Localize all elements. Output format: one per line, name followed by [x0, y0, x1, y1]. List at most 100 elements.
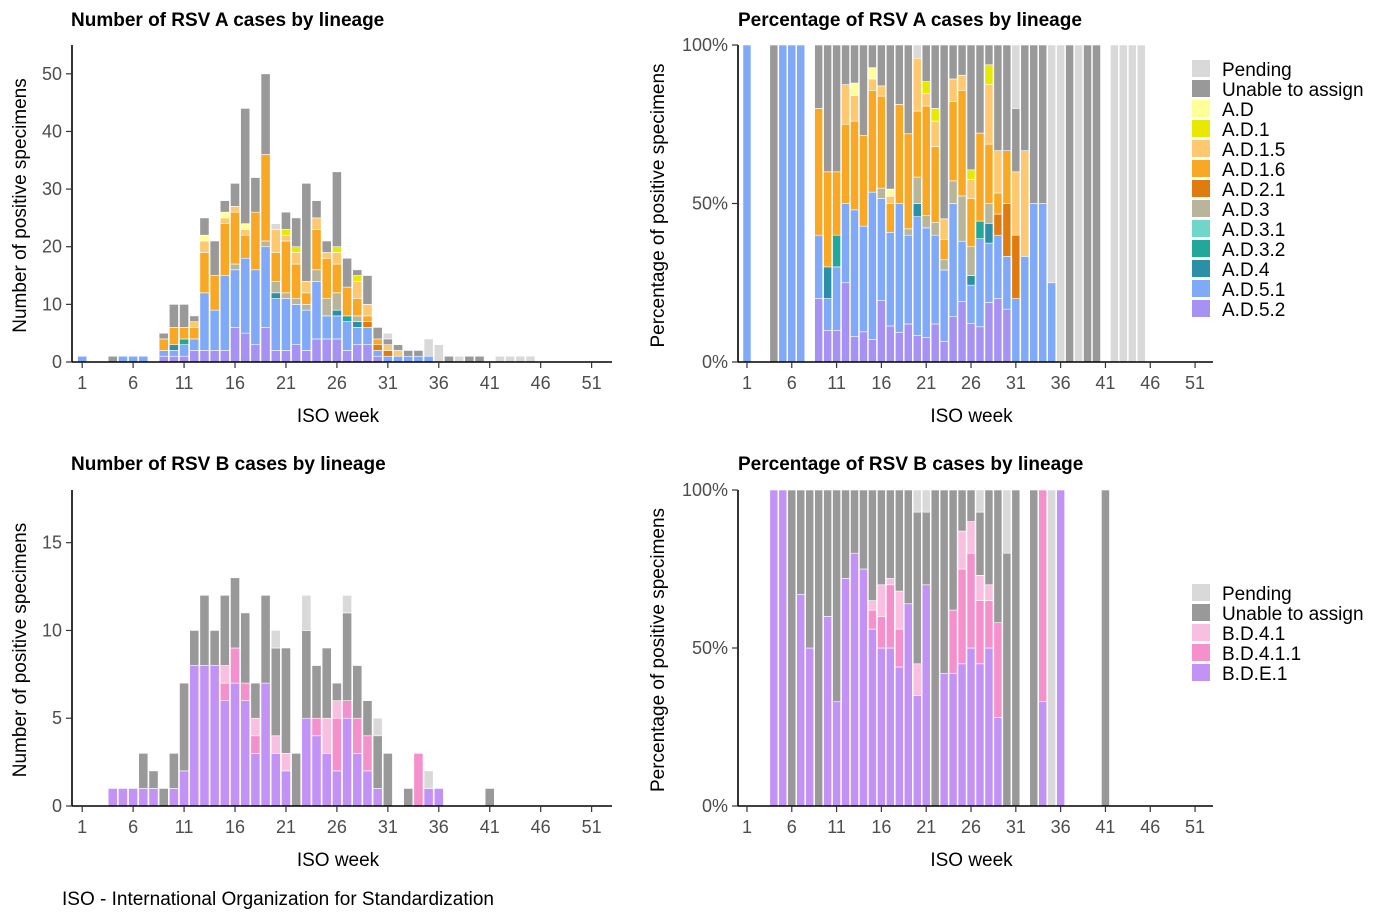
- bar-segment: [362, 770, 373, 807]
- bar-segment: [352, 298, 363, 317]
- legend-entry: B.D.4.1: [1222, 624, 1285, 645]
- bar-segment: [332, 171, 342, 248]
- x-tick-label: 6: [787, 373, 797, 393]
- bar-segment: [975, 663, 985, 807]
- bar-segment: [993, 717, 1003, 807]
- legend-entry: Pending: [1222, 60, 1292, 81]
- bar-segment: [148, 770, 159, 789]
- bar-segment: [957, 301, 967, 363]
- y-tick-label: 20: [42, 237, 62, 257]
- bar-segment: [868, 191, 877, 340]
- legend-swatch: [1192, 240, 1210, 257]
- bar-segment: [342, 315, 352, 322]
- bar-segment: [868, 44, 877, 68]
- bar-segment: [230, 206, 240, 213]
- bar-segment: [930, 234, 940, 325]
- legend-entry: Unable to assign: [1222, 604, 1364, 625]
- bar-segment: [403, 355, 414, 363]
- bar-segment: [805, 647, 815, 807]
- bar-segment: [939, 218, 949, 240]
- bar-segment: [796, 593, 806, 807]
- bar-segment: [281, 350, 291, 363]
- y-tick-label: 50: [42, 64, 62, 84]
- bar-segment: [199, 217, 210, 236]
- legend-swatch: [1192, 200, 1210, 217]
- bar-segment: [189, 321, 200, 328]
- bar-segment: [77, 355, 88, 363]
- bar-segment: [281, 298, 291, 351]
- bar-segment: [230, 263, 240, 271]
- bar-segment: [850, 489, 859, 554]
- legend-entry: Unable to assign: [1222, 80, 1364, 101]
- legend-entry: Pending: [1222, 584, 1292, 605]
- x-tick-label: 16: [225, 817, 245, 837]
- bar-segment: [270, 753, 281, 807]
- bar-segment: [975, 489, 985, 513]
- bar-segment: [912, 216, 922, 336]
- bar-segment: [362, 321, 373, 328]
- bar-segment: [321, 647, 332, 719]
- bar-segment: [841, 489, 850, 579]
- x-tick-label: 51: [1185, 373, 1205, 393]
- bar-segment: [454, 355, 465, 363]
- bar-segment: [868, 89, 877, 193]
- x-tick-label: 46: [1140, 817, 1160, 837]
- bar-segment: [189, 315, 200, 322]
- bar-segment: [311, 217, 322, 230]
- bar-segment: [966, 521, 976, 554]
- legend-entry: A.D.3.1: [1222, 220, 1285, 241]
- bar-segment: [189, 350, 200, 363]
- bar-segment: [1020, 44, 1030, 151]
- bar-segment: [975, 600, 985, 665]
- bar-segment: [250, 211, 261, 271]
- bar-segment: [966, 647, 976, 807]
- bar-segment: [169, 304, 179, 328]
- bar-segment: [886, 325, 895, 363]
- bar-segment: [118, 355, 128, 363]
- bar-segment: [382, 344, 393, 351]
- bar-segment: [393, 344, 403, 351]
- bar-segment: [332, 252, 342, 265]
- bar-segment: [240, 229, 251, 236]
- bar-segment: [148, 788, 159, 807]
- bar-segment: [966, 179, 976, 199]
- bar-segment: [158, 355, 169, 363]
- y-axis-label: Number of positive specimens: [10, 78, 31, 333]
- bar-segment: [332, 717, 342, 772]
- bar-segment: [993, 150, 1003, 194]
- bar-segment: [352, 315, 363, 322]
- bar-segment: [877, 95, 886, 189]
- x-tick-label: 11: [827, 817, 846, 837]
- bar-segment: [921, 215, 931, 229]
- bar-segment: [850, 552, 859, 807]
- legend-swatch: [1192, 120, 1210, 137]
- bar-segment: [362, 315, 373, 322]
- bar-segment: [939, 238, 949, 261]
- bar-segment: [250, 753, 261, 807]
- legend-swatch: [1192, 80, 1210, 97]
- bar-segment: [814, 108, 823, 236]
- bar-segment: [240, 108, 251, 224]
- bar-segment: [281, 234, 291, 242]
- bar-segment: [921, 44, 931, 82]
- bar-segment: [796, 489, 806, 595]
- bar-segment: [993, 213, 1003, 236]
- bar-segment: [886, 584, 895, 649]
- bar-segment: [886, 44, 895, 190]
- bar-segment: [219, 217, 230, 224]
- bar-segment: [948, 203, 958, 318]
- bar-segment: [107, 788, 118, 807]
- bar-segment: [332, 292, 342, 311]
- legend-swatch: [1192, 260, 1210, 277]
- bar-segment: [372, 327, 383, 340]
- bar-segment: [352, 344, 363, 363]
- bar-segment: [281, 240, 291, 294]
- bar-segment: [372, 717, 383, 737]
- bar-segment: [948, 672, 958, 807]
- bar-segment: [1011, 489, 1021, 807]
- x-tick-label: 1: [742, 373, 752, 393]
- legend-entry: B.D.E.1: [1222, 664, 1287, 685]
